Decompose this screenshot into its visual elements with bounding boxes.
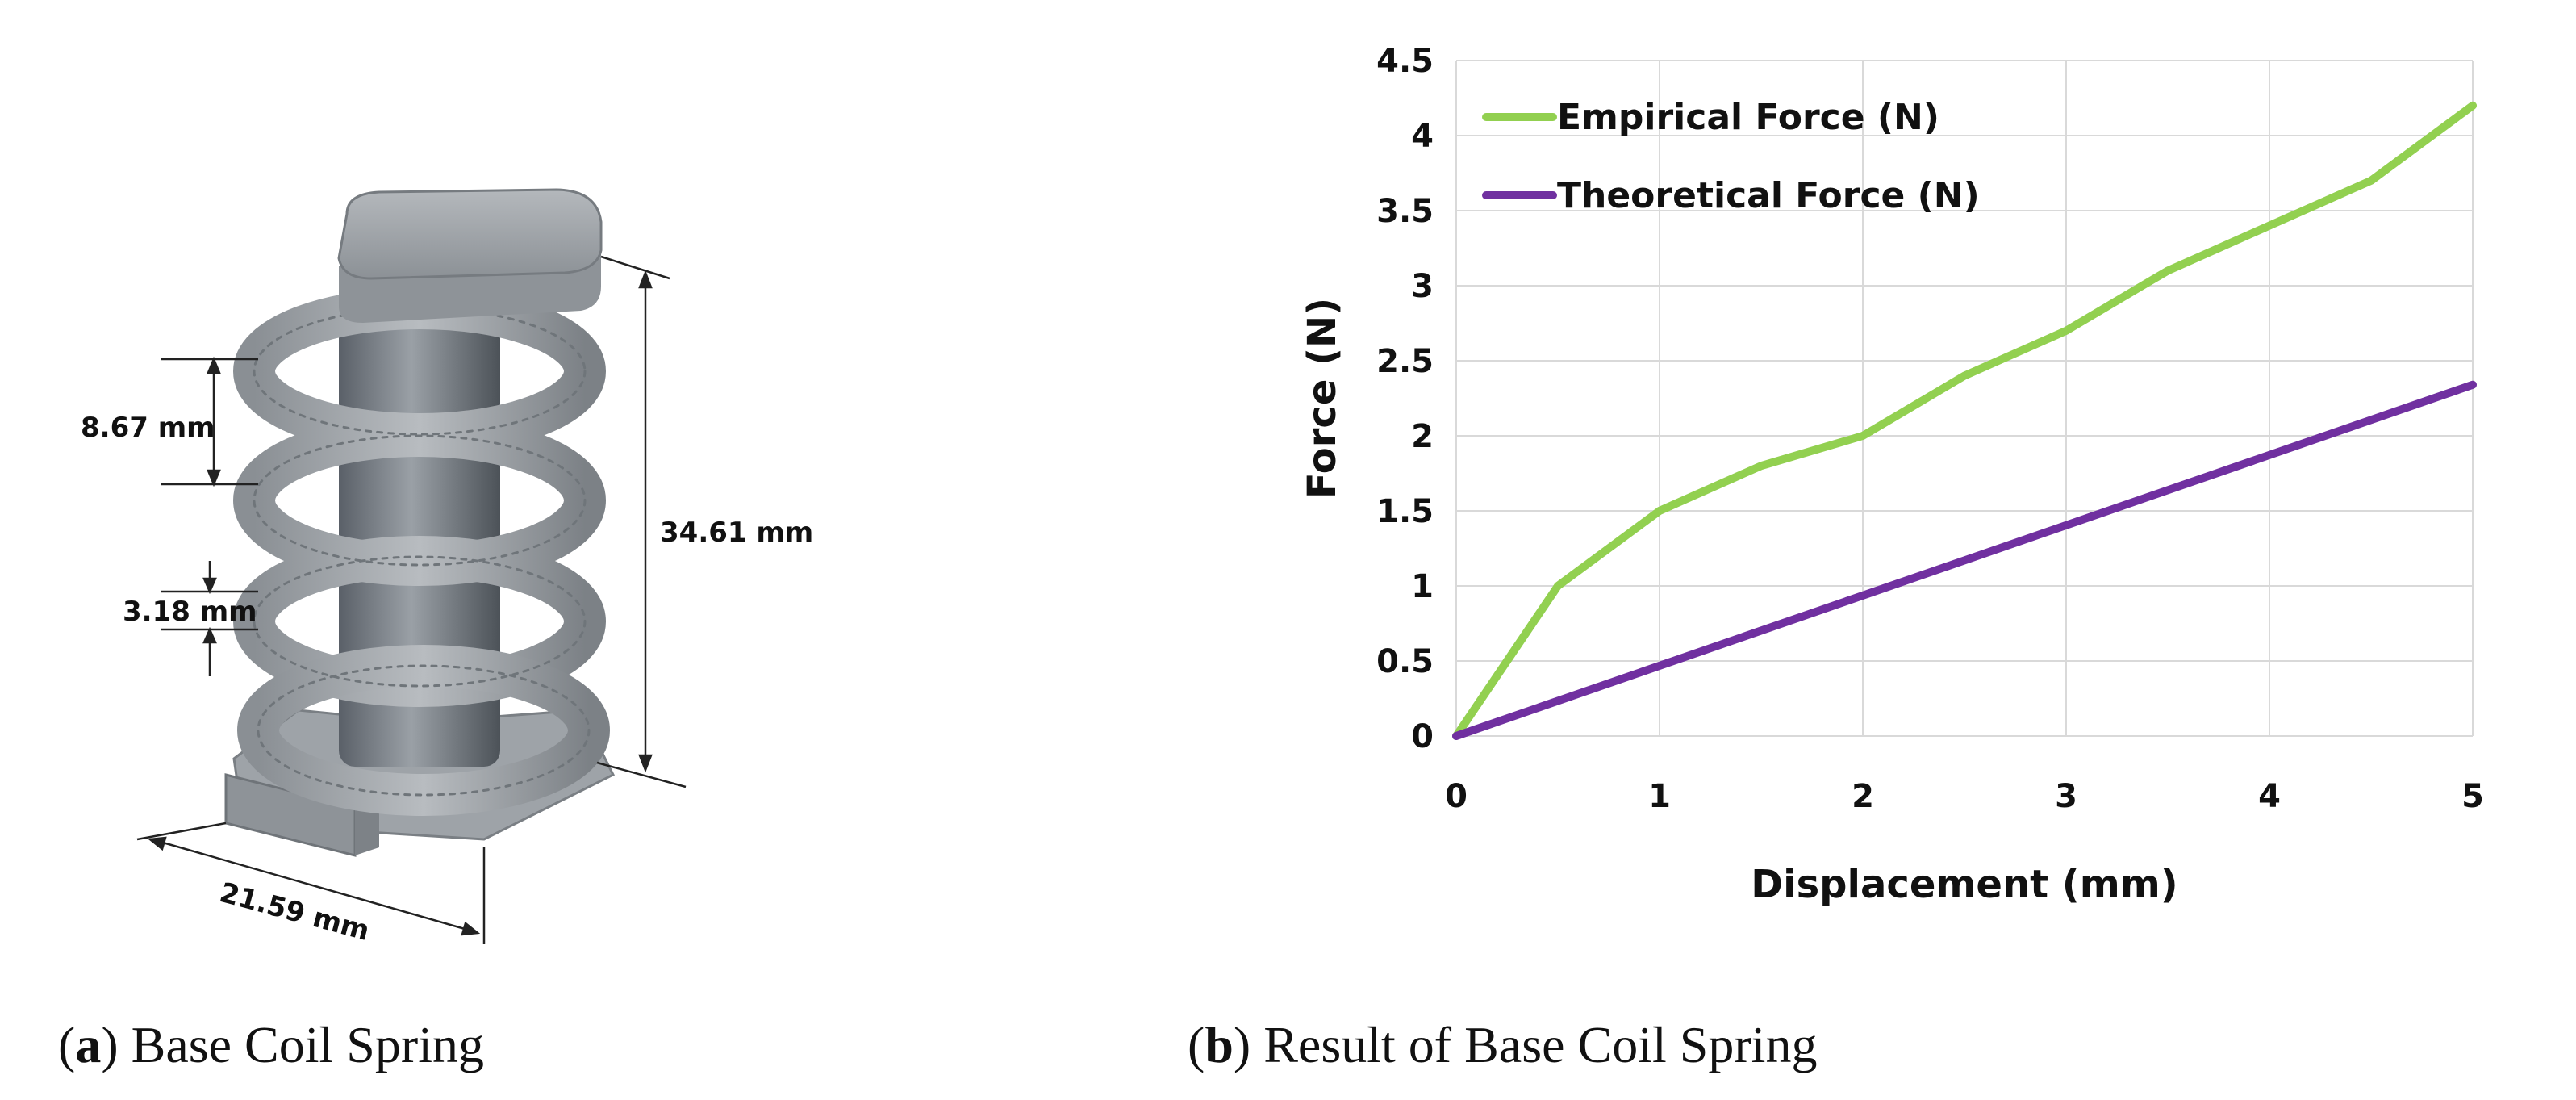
panel-b-chart-figure: 0 0.5 1 1.5 2 2.5 3 3.5 4 4.5 0 1 2 3 4 5 Displacement (… [1188,0,2576,1100]
chart-axes: 0 0.5 1 1.5 2 2.5 3 3.5 4 4.5 0 1 2 3 4 5 Displacement (… [1300,43,2484,907]
dimension-lines [136,255,687,944]
caption-a-text: Base Coil Spring [131,1016,484,1073]
y-tick-label: 1 [1411,568,1434,605]
x-tick-label: 0 [1445,778,1468,815]
y-tick-label: 0.5 [1376,643,1434,680]
y-tick-label: 1.5 [1376,493,1434,530]
y-tick-label: 4 [1411,118,1434,155]
caption-a: (a) Base Coil Spring [58,1016,484,1073]
empirical-legend-label: Empirical Force (N) [1557,97,1939,138]
y-axis-title: Force (N) [1300,298,1345,499]
chart-series [1452,101,2477,740]
dimension-pitch-label: 8.67 mm [81,412,215,444]
x-tick-label: 3 [2055,778,2077,815]
y-tick-label: 2 [1411,418,1434,455]
spring-top-cap [337,188,603,323]
x-tick-label: 1 [1648,778,1671,815]
chart-legend: Empirical Force (N) Theoretical Force (N) [1482,97,1980,216]
caption-b-text: Result of Base Coil Spring [1263,1016,1818,1073]
y-tick-label: 3 [1411,268,1434,305]
force-displacement-chart: 0 0.5 1 1.5 2 2.5 3 3.5 4 4.5 0 1 2 3 4 5 Displacement (… [1300,43,2484,907]
x-tick-label: 2 [1852,778,1874,815]
y-tick-label: 0 [1411,718,1434,755]
x-tick-label: 4 [2258,778,2281,815]
panel-a-spring-figure: 8.67 mm 3.18 mm 34.61 mm 21.59 mm (a) Ba… [0,0,1146,1100]
dimension-gap-label: 3.18 mm [123,596,257,628]
theoretical-legend-label: Theoretical Force (N) [1557,175,1980,216]
caption-b: (b) Result of Base Coil Spring [1188,1016,1818,1073]
caption-a-letter: a [75,1016,102,1073]
spring-column [339,266,500,767]
chart-grid [1455,60,2474,737]
x-axis-title: Displacement (mm) [1751,862,2177,907]
caption-b-letter: b [1204,1016,1234,1073]
x-tick-label: 5 [2461,778,2484,815]
spring-illustration [136,188,687,944]
y-tick-label: 3.5 [1376,193,1434,230]
theoretical-force-line [1452,380,2477,740]
dimension-height-label: 34.61 mm [660,517,814,549]
y-tick-label: 2.5 [1376,343,1434,380]
y-tick-label: 4.5 [1376,43,1434,80]
